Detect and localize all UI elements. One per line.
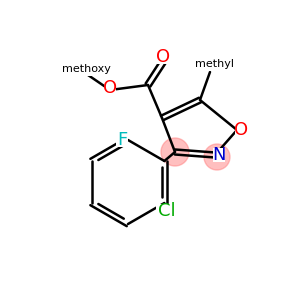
Bar bbox=[104, 81, 116, 95]
Bar bbox=[56, 62, 116, 76]
Bar bbox=[188, 57, 240, 71]
Bar bbox=[235, 123, 247, 137]
Bar bbox=[157, 50, 169, 64]
Text: methoxy: methoxy bbox=[61, 64, 110, 74]
Bar bbox=[116, 133, 128, 147]
Text: O: O bbox=[103, 79, 117, 97]
Circle shape bbox=[204, 144, 230, 170]
Circle shape bbox=[161, 138, 189, 166]
Text: O: O bbox=[234, 121, 248, 139]
Bar bbox=[156, 204, 176, 218]
Text: F: F bbox=[117, 131, 127, 149]
Text: methyl: methyl bbox=[194, 59, 233, 69]
Text: O: O bbox=[156, 48, 170, 66]
Bar bbox=[213, 148, 225, 162]
Text: N: N bbox=[212, 146, 226, 164]
Text: Cl: Cl bbox=[158, 202, 175, 220]
